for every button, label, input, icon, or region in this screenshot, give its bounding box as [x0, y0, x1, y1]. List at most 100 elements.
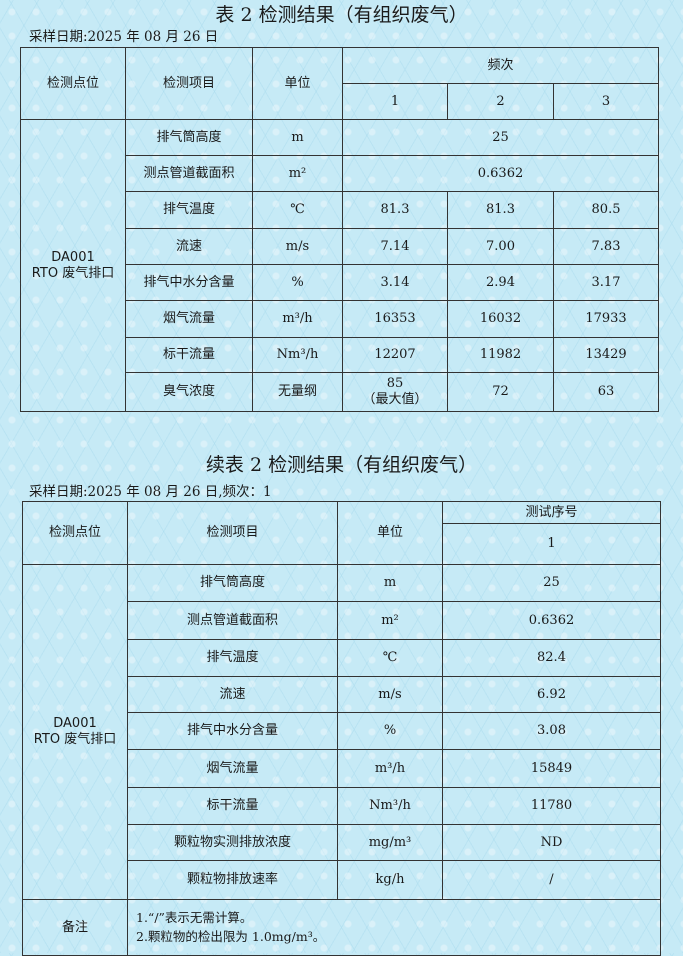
value-cell: 0.6362 — [341, 155, 660, 192]
header-test-number: 测试序号 — [442, 501, 661, 524]
value-cell: 82.4 — [442, 639, 661, 677]
value-cell: / — [442, 860, 661, 900]
item-cell: 测点管道截面积 — [125, 155, 253, 192]
header-item: 检测项目 — [125, 47, 253, 120]
point-code: DA001 — [51, 249, 95, 265]
table-row: 烟气流量 m³/h 15849 — [23, 749, 661, 788]
header-unit: 单位 — [337, 501, 443, 565]
remark-2: 2.颗粒物的检出限为 1.0mg/m³。 — [136, 928, 326, 944]
item-cell: 颗粒物实测排放浓度 — [127, 824, 338, 861]
point-name: RTO 废气排口 — [33, 732, 117, 747]
value-cell: 6.92 — [442, 676, 661, 713]
table-row: 标干流量 Nm³/h 12207 11982 13429 — [21, 337, 660, 373]
table1-title: 表 2 检测结果（有组织废气） — [215, 4, 468, 26]
value-cell: 3.08 — [442, 712, 661, 750]
item-cell: 烟气流量 — [127, 749, 338, 788]
unit-cell: m³/h — [337, 749, 443, 788]
table-row: 测点管道截面积 m² 0.6362 — [23, 601, 661, 640]
monitoring-point: DA001 RTO 废气排口 — [22, 564, 128, 900]
value-cell: 3.17 — [552, 264, 660, 301]
table-row: 排气中水分含量% 3.08 — [23, 712, 661, 750]
table-row: 臭气浓度 无量纲 85 （最大值） 72 63 — [21, 372, 660, 412]
value-cell: 7.83 — [552, 228, 660, 265]
header-item: 检测项目 — [127, 501, 338, 565]
value-cell: 3.14 — [342, 264, 448, 301]
value-cell: 63 — [552, 372, 660, 412]
remarks-label: 备注 — [22, 899, 128, 956]
value-cell: 25 — [341, 119, 660, 156]
item-cell: 标干流量 — [127, 787, 338, 825]
table-row: 烟气流量 m³/h 16353 16032 17933 — [21, 300, 660, 338]
header-unit: 单位 — [252, 47, 343, 120]
table-row: 标干流量 Nm³/h 11780 — [23, 787, 661, 825]
value-cell: 72 — [447, 372, 554, 412]
value-cell: ND — [442, 824, 661, 861]
header-frequency: 频次 — [341, 47, 660, 84]
value-cell: 80.5 — [552, 191, 660, 229]
item-cell: 测点管道截面积 — [127, 601, 338, 640]
unit-cell: m³/h — [252, 300, 343, 338]
unit-cell: m/s — [337, 676, 443, 713]
value: 85 — [386, 376, 404, 392]
unit-cell: Nm³/h — [337, 787, 443, 825]
table-row: 排气中水分含量% 3.14 2.94 3.17 — [21, 264, 660, 301]
value-cell: 15849 — [442, 749, 661, 788]
table-row: 测点管道截面积 m² 0.6362 — [21, 155, 660, 192]
value-cell: 0.6362 — [442, 601, 661, 640]
remark-1: 1.“/”表示无需计算。 — [136, 909, 253, 925]
item-cell: 排气中水分含量 — [127, 712, 338, 750]
item-cell: 排气筒高度 — [127, 564, 338, 602]
unit-cell: 无量纲 — [252, 372, 343, 412]
value-cell: 16032 — [447, 300, 554, 338]
table-row: 颗粒物实测排放浓度 mg/m³ ND — [23, 824, 661, 861]
value-cell: 11982 — [447, 337, 554, 373]
value-cell: 81.3 — [342, 191, 448, 229]
value-cell: 13429 — [552, 337, 660, 373]
item-cell: 排气筒高度 — [125, 119, 253, 156]
item-cell: 排气温度 — [125, 191, 253, 229]
value-cell: 7.14 — [342, 228, 448, 265]
value-cell: 85 （最大值） — [342, 372, 448, 412]
table-row: 流速 m/s 7.14 7.00 7.83 — [21, 228, 660, 265]
remarks-row: 备注 1.“/”表示无需计算。 2.颗粒物的检出限为 1.0mg/m³。 — [22, 899, 661, 956]
unit-cell: % — [337, 712, 443, 750]
table-row: 颗粒物排放速率 kg/h / — [23, 860, 661, 900]
value-cell: 17933 — [552, 300, 660, 338]
value-cell: 16353 — [342, 300, 448, 338]
unit-cell: m² — [252, 155, 343, 192]
item-cell: 排气温度 — [127, 639, 338, 677]
table2-sampling-date: 采样日期:2025 年 08 月 26 日,频次：1 — [29, 484, 272, 500]
header-col-2: 2 — [447, 83, 554, 120]
item-cell: 烟气流量 — [125, 300, 253, 338]
point-name: RTO 废气排口 — [31, 265, 115, 281]
unit-cell: Nm³/h — [252, 337, 343, 373]
header-point: 检测点位 — [20, 47, 126, 120]
unit-cell: m² — [337, 601, 443, 640]
table-row: 排气温度 ℃ 81.3 81.3 80.5 — [21, 191, 660, 229]
header-col-3: 3 — [552, 83, 660, 120]
item-cell: 排气中水分含量 — [125, 264, 253, 301]
value-note: （最大值） — [362, 392, 428, 407]
value-cell: 25 — [442, 564, 661, 602]
header-col-1: 1 — [342, 83, 448, 120]
unit-cell: % — [252, 264, 343, 301]
table-row: DA001 RTO 废气排口 排气筒高度 m 25 — [20, 119, 660, 412]
table1-sampling-date: 采样日期:2025 年 08 月 26 日 — [29, 29, 219, 45]
unit-cell: m — [252, 119, 343, 156]
table2: 检测点位 检测项目 单位 测试序号 1 DA001 RTO 废气排口 排气筒高度 m 2… — [22, 501, 661, 956]
remarks: 1.“/”表示无需计算。 2.颗粒物的检出限为 1.0mg/m³。 — [127, 899, 661, 956]
unit-cell: ℃ — [337, 639, 443, 677]
item-cell: 流速 — [127, 676, 338, 713]
unit-cell: m — [337, 564, 443, 602]
table1: 检测点位 检测项目 单位 频次 1 2 3 DA001 RTO 废气排口 排气筒高度… — [20, 47, 660, 412]
header-col-1: 1 — [442, 523, 661, 565]
point-code: DA001 — [53, 716, 97, 732]
unit-cell: ℃ — [252, 191, 343, 229]
unit-cell: mg/m³ — [337, 824, 443, 861]
header-point: 检测点位 — [22, 501, 128, 565]
table-row: DA001 RTO 废气排口 排气筒高度 m 25 — [22, 564, 661, 900]
value-cell: 81.3 — [447, 191, 554, 229]
item-cell: 颗粒物排放速率 — [127, 860, 338, 900]
value-cell: 12207 — [342, 337, 448, 373]
table-row: 流速 m/s 6.92 — [23, 676, 661, 713]
